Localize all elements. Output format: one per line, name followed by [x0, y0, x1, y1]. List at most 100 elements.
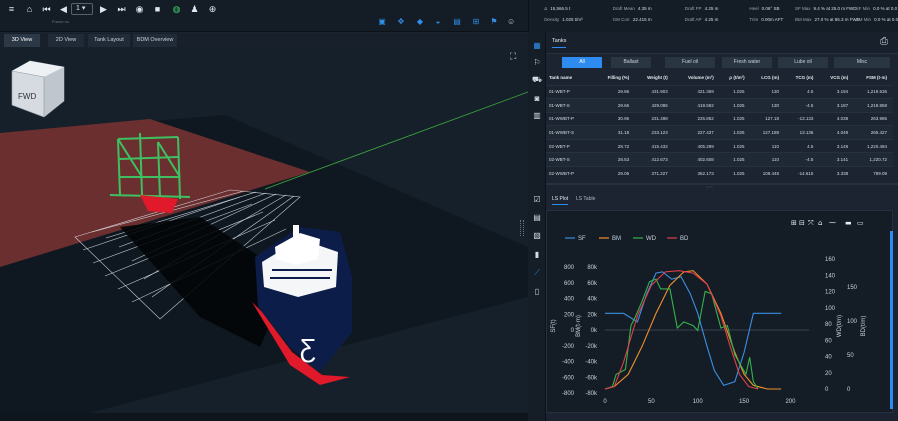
table-cell: 263.986: [854, 111, 893, 126]
diamond-icon[interactable]: ◆: [416, 17, 424, 26]
column-header[interactable]: TCG (m): [795, 75, 814, 81]
stat-row1-0: Δ 15,566.5 t: [544, 6, 570, 11]
panel-splitter[interactable]: [546, 183, 898, 185]
ls-chart[interactable]: ⊞ ⊟ ⤧ ⌂ ⁓ ▬ ▭SF BM WD BD8006004002000-200-400-600…: [547, 211, 894, 414]
tab-tank-layout[interactable]: Tank Layout: [88, 34, 130, 47]
report-icon[interactable]: ▧: [533, 231, 541, 240]
calendar-icon[interactable]: ▤: [533, 213, 541, 222]
camera-icon[interactable]: ◙: [534, 94, 540, 103]
step-back-icon[interactable]: ◀: [60, 4, 67, 14]
table-cell: 02-WWBT-P: [546, 166, 596, 181]
filter-all[interactable]: All: [562, 57, 602, 68]
page-select[interactable]: 1 ▾: [71, 3, 93, 15]
hover-compare-icon[interactable]: ▭: [857, 219, 864, 227]
document-icon[interactable]: ▯: [534, 287, 540, 296]
record-icon[interactable]: ◉: [135, 4, 144, 14]
target-icon[interactable]: ✥: [397, 17, 405, 26]
table-row[interactable]: 01-WBT-S 29.66 429.086 418.592 1.025 130 -4.5 3…: [546, 98, 893, 113]
column-header[interactable]: Weight (t): [647, 75, 668, 81]
tab-2d-view[interactable]: 2D View: [48, 34, 84, 47]
table-row[interactable]: 02-WWBT-P 29.06 371.227 362.173 1.025 109.448…: [546, 166, 893, 181]
stat-row1-2: Draft FP 4.25 m: [685, 6, 719, 11]
table-row[interactable]: 01-WBT-P 29.86 431.903 421.369 1.025 130 4.5 3.…: [546, 84, 893, 99]
menu-icon[interactable]: ≡: [8, 4, 15, 14]
column-header[interactable]: Tank name: [549, 75, 573, 81]
fullscreen-icon[interactable]: ⛶: [509, 51, 517, 62]
bm-axis-title: BM(t·m): [576, 315, 582, 337]
add-icon[interactable]: ⊕: [208, 4, 217, 14]
column-header[interactable]: Volume (m³): [688, 75, 714, 81]
column-header[interactable]: ρ (t/m³): [729, 75, 745, 81]
line-chart-icon[interactable]: ⟋: [534, 268, 540, 277]
tab-ls-plot[interactable]: LS Plot: [552, 196, 569, 205]
table-cell: 1,220.72: [854, 152, 893, 167]
print-icon[interactable]: ⎙: [880, 36, 888, 47]
column-header[interactable]: LCG (m): [761, 75, 779, 81]
camera-green-icon[interactable]: ◍: [172, 4, 181, 14]
column-header[interactable]: FSM (t·m): [866, 75, 887, 81]
tab-ls-table[interactable]: LS Table: [576, 196, 596, 202]
skip-forward-icon[interactable]: ⏭: [117, 4, 126, 14]
table-icon[interactable]: ▥: [533, 111, 541, 120]
filter-fuel-oil[interactable]: Fuel oil: [665, 57, 715, 68]
zoom-in-icon[interactable]: ⊞: [791, 219, 797, 227]
cargo-icon[interactable]: ▤: [453, 17, 461, 26]
table-cell: 1.025: [719, 166, 751, 181]
hover-closest-icon[interactable]: ▬: [845, 219, 852, 227]
home-icon[interactable]: ⌂: [26, 4, 33, 14]
3d-viewport[interactable]: Ƹ FWD ⛶: [0, 47, 528, 413]
status-face-icon[interactable]: ☺: [507, 17, 516, 26]
truck-icon[interactable]: ⛟: [532, 75, 543, 84]
table-cell: 227.437: [673, 125, 720, 140]
reset-axes-icon[interactable]: ⌂: [818, 219, 822, 227]
tab-3d-view[interactable]: 3D View: [4, 34, 40, 47]
skip-back-icon[interactable]: ⏮: [42, 4, 51, 14]
stat-row2-3: Trim 0.00m AFT: [749, 17, 783, 22]
wd-axis-title: WD(t/m): [837, 315, 843, 337]
table-cell: 130: [750, 98, 785, 113]
column-header[interactable]: Filling (%): [607, 75, 630, 81]
water-drop-icon[interactable]: ◒: [435, 17, 441, 26]
filter-misc[interactable]: Misc: [834, 57, 890, 68]
table-cell: 421.369: [673, 84, 720, 99]
table-cell: 28.72: [595, 138, 636, 153]
checklist-icon[interactable]: ☑: [533, 195, 541, 204]
stop-icon[interactable]: ■: [154, 4, 161, 14]
table-cell: 225.852: [673, 111, 720, 126]
ls-plot-area[interactable]: ⊞ ⊟ ⤧ ⌂ ⁓ ▬ ▭ SF BM WD BD 800 600 400 200 0 -200 -400 -600…: [546, 210, 893, 413]
tanks-icon[interactable]: ▦: [533, 41, 541, 50]
step-forward-icon[interactable]: ▶: [100, 4, 107, 14]
table-cell: 415.432: [635, 138, 674, 153]
vertical-splitter-grip[interactable]: [520, 220, 524, 236]
table-cell: 265.427: [854, 125, 893, 140]
table-cell: 3.187: [819, 98, 855, 113]
table-cell: 1.025: [719, 152, 751, 167]
sf-tick-label: -600: [562, 375, 575, 381]
view-box-icon[interactable]: ▣: [378, 17, 386, 26]
table-row[interactable]: 02-WBT-S 28.53 412.673 402.608 1.025 110 -4.5 3…: [546, 152, 893, 167]
user-icon[interactable]: ♟: [190, 4, 199, 14]
column-header[interactable]: VCG (m): [830, 75, 849, 81]
table-row[interactable]: 01-WWBT-S 31.18 233.123 227.437 1.025 127.188…: [546, 125, 893, 140]
spike-lines-icon[interactable]: ⁓: [829, 219, 836, 227]
flag-icon[interactable]: ⚑: [490, 17, 498, 26]
filter-lube-oil[interactable]: Lube oil: [778, 57, 828, 68]
splitter-grip[interactable]: ::::::: [706, 184, 713, 189]
tab-bdm-overview[interactable]: BDM Overview: [133, 34, 177, 47]
zoom-out-icon[interactable]: ⊟: [799, 219, 805, 227]
stat-label: Heel: [749, 6, 759, 11]
filter-fresh-water[interactable]: Fresh water: [722, 57, 772, 68]
crane-icon[interactable]: ⊞: [472, 17, 480, 26]
filter-ballast[interactable]: Ballast: [611, 57, 651, 68]
table-row[interactable]: 02-WBT-P 28.72 415.432 405.299 1.025 110 4.5 3.…: [546, 138, 893, 153]
autoscale-icon[interactable]: ⤧: [808, 219, 814, 227]
bar-chart-icon[interactable]: ▮: [534, 250, 540, 259]
view-cube[interactable]: FWD: [11, 60, 65, 118]
table-row[interactable]: 01-WWBT-P 30.96 231.498 225.852 1.025 127.18-…: [546, 111, 893, 126]
3d-scene[interactable]: Ƹ FWD ⛶: [0, 47, 528, 413]
table-cell: 1,219.858: [854, 98, 893, 113]
sf-axis-title: SF(t): [551, 319, 557, 332]
table-cell: 1.025: [719, 125, 751, 140]
flag-panel-icon[interactable]: ⚐: [533, 58, 541, 67]
tanks-title[interactable]: Tanks: [552, 38, 567, 48]
